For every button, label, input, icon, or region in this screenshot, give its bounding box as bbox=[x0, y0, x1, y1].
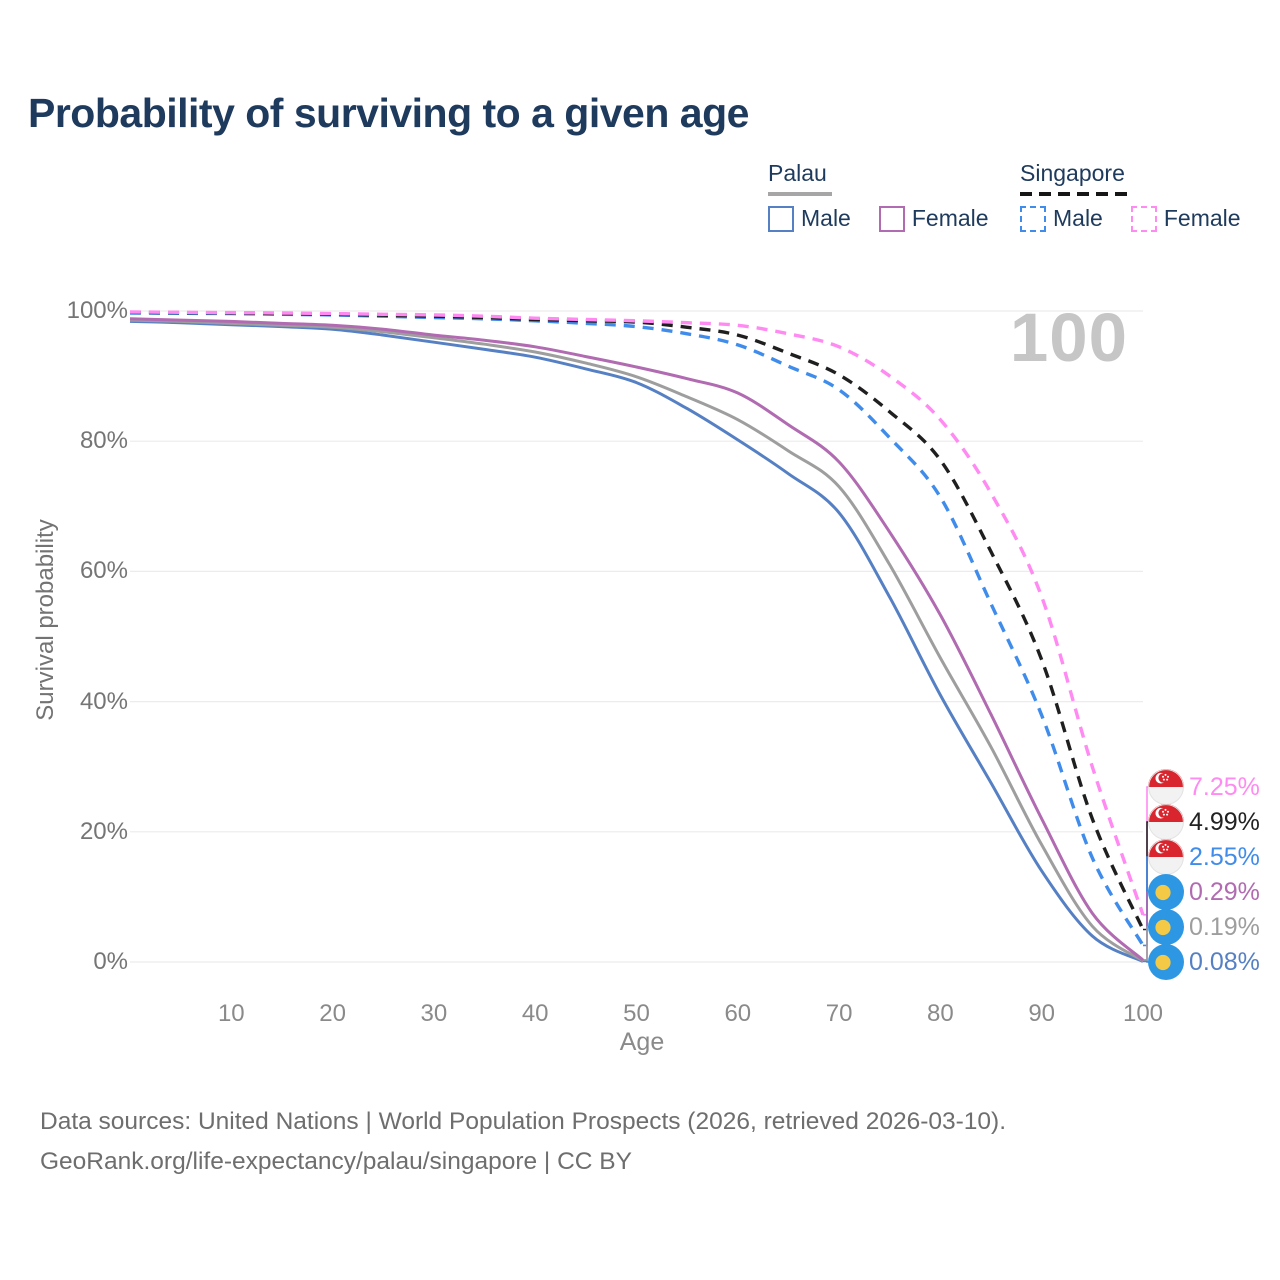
legend-item-singapore-female[interactable]: Female bbox=[1130, 205, 1241, 232]
x-tick-100: 100 bbox=[1122, 1000, 1164, 1027]
legend-palau-female-label: Female bbox=[911, 205, 989, 231]
x-tick-90: 90 bbox=[1028, 1000, 1056, 1027]
y-tick-60pct: 60% bbox=[79, 557, 128, 585]
legend-palau-title: Palau bbox=[768, 160, 827, 186]
legend-group-singapore: Singapore Male Female bbox=[1020, 160, 1263, 232]
legend-singapore-female-label: Female bbox=[1163, 205, 1241, 231]
x-axis-title: Age bbox=[619, 1028, 665, 1056]
x-tick-60: 60 bbox=[724, 1000, 752, 1027]
footer-attribution: GeoRank.org/life-expectancy/palau/singap… bbox=[40, 1148, 632, 1175]
end-label-palau-female: 0.29% bbox=[1148, 873, 1260, 911]
page-title: Probability of surviving to a given age bbox=[28, 90, 749, 136]
end-label-singapore-female: 7.25% bbox=[1148, 768, 1260, 806]
series-line-palau-total bbox=[129, 318, 1144, 963]
y-tick-0pct: 0% bbox=[93, 948, 128, 975]
end-label-value: 0.19% bbox=[1189, 912, 1260, 941]
end-label-singapore-male: 2.55% bbox=[1148, 838, 1260, 876]
age-counter-watermark: 100 bbox=[1009, 299, 1128, 376]
legend-item-palau-female[interactable]: Female bbox=[878, 205, 989, 232]
palau-flag-icon bbox=[1148, 874, 1184, 910]
end-label-value: 2.55% bbox=[1189, 842, 1260, 871]
x-tick-20: 20 bbox=[319, 1000, 346, 1027]
x-tick-80: 80 bbox=[927, 1000, 954, 1027]
series-line-palau-female bbox=[129, 317, 1145, 962]
legend-item-singapore-male[interactable]: Male bbox=[1020, 205, 1103, 232]
y-tick-40pct: 40% bbox=[79, 687, 128, 715]
y-tick-100pct: 100% bbox=[66, 297, 128, 324]
end-label-palau-total: 0.19% bbox=[1148, 908, 1260, 946]
legend-singapore-dashed-line-sample bbox=[1020, 192, 1134, 196]
singapore-flag-icon bbox=[1148, 839, 1184, 875]
palau-flag-icon bbox=[1148, 909, 1184, 945]
singapore-male-swatch-icon bbox=[1020, 205, 1046, 232]
end-label-palau-male: 0.08% bbox=[1148, 943, 1260, 981]
y-tick-20pct: 20% bbox=[79, 817, 128, 845]
series-line-palau-male bbox=[129, 319, 1144, 963]
legend-singapore-male-label: Male bbox=[1053, 205, 1103, 231]
x-tick-30: 30 bbox=[420, 1000, 448, 1027]
end-label-value: 7.25% bbox=[1189, 772, 1260, 801]
series-line-singapore-female bbox=[129, 310, 1145, 916]
y-tick-80pct: 80% bbox=[79, 427, 128, 455]
end-label-value: 0.08% bbox=[1189, 947, 1260, 976]
end-label-singapore-total: 4.99% bbox=[1148, 803, 1260, 841]
legend-item-palau-male[interactable]: Male bbox=[768, 205, 851, 232]
legend-palau-male-label: Male bbox=[801, 205, 851, 231]
x-tick-50: 50 bbox=[623, 1000, 650, 1027]
x-tick-40: 40 bbox=[521, 1000, 549, 1027]
series-line-singapore-total bbox=[129, 310, 1145, 931]
singapore-female-swatch-icon bbox=[1130, 205, 1157, 232]
palau-male-swatch-icon bbox=[768, 205, 794, 232]
x-tick-70: 70 bbox=[825, 1000, 853, 1027]
singapore-flag-icon bbox=[1148, 769, 1184, 805]
palau-flag-icon bbox=[1148, 944, 1184, 980]
palau-female-swatch-icon bbox=[878, 205, 905, 232]
series-line-singapore-male bbox=[129, 311, 1145, 947]
legend-group-palau: Palau Male Female bbox=[768, 160, 1011, 232]
footer-data-sources: Data sources: United Nations | World Pop… bbox=[40, 1108, 1007, 1135]
x-tick-10: 10 bbox=[217, 1000, 245, 1027]
legend-singapore-title: Singapore bbox=[1020, 160, 1125, 186]
legend-palau-solid-line-sample bbox=[768, 192, 832, 196]
end-label-value: 0.29% bbox=[1189, 877, 1260, 906]
singapore-flag-icon bbox=[1148, 804, 1184, 840]
end-label-value: 4.99% bbox=[1189, 807, 1260, 836]
